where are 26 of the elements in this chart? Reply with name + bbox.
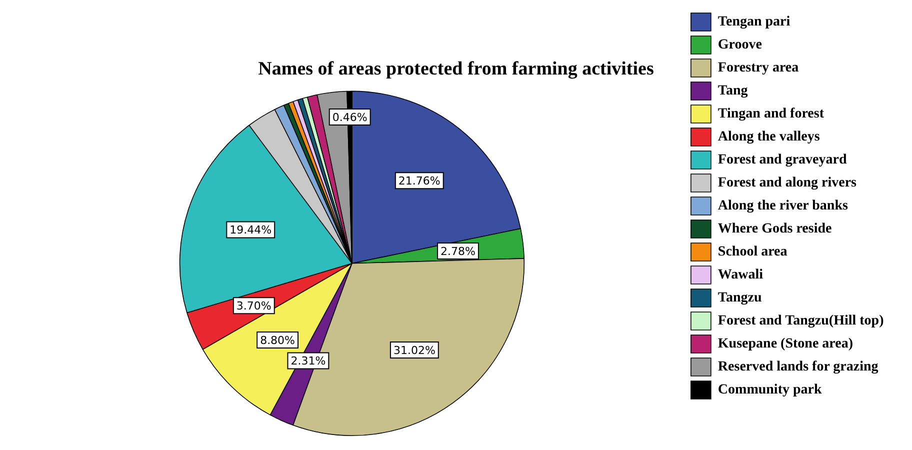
legend-label: Community park <box>718 382 822 398</box>
legend-label: Where Gods reside <box>718 222 832 237</box>
legend-label: Forest and Tangzu(Hill top) <box>718 314 884 329</box>
data-label: 2.78% <box>440 244 476 258</box>
legend-label: Forestry area <box>718 60 799 76</box>
data-label: 0.46% <box>332 110 368 124</box>
data-label: 21.76% <box>398 174 440 188</box>
legend-label: Wawali <box>718 268 764 283</box>
legend-label: Along the valleys <box>718 130 820 145</box>
data-label: 3.70% <box>236 299 272 312</box>
legend-label: Kusepane (Stone area) <box>718 336 854 352</box>
legend-label: Tang <box>718 84 748 99</box>
data-label: 2.31% <box>290 354 326 368</box>
legend-label: Forest and along rivers <box>718 176 858 191</box>
data-label: 19.44% <box>230 224 272 237</box>
legend-label: Along the river banks <box>718 198 849 214</box>
legend-label: Tangzu <box>718 290 762 306</box>
data-label: 8.80% <box>260 334 296 347</box>
legend-label: Tingan and forest <box>718 106 824 122</box>
legend-label: Reserved lands for grazing <box>718 360 878 375</box>
text: Names of areas protected from farming activities <box>258 58 654 80</box>
legend-label: Groove <box>718 38 762 53</box>
data-label: 31.02% <box>393 344 436 357</box>
legend-label: Forest and graveyard <box>718 152 847 168</box>
legend-label: Tengan pari <box>718 14 790 30</box>
legend-label: School area <box>718 244 788 260</box>
